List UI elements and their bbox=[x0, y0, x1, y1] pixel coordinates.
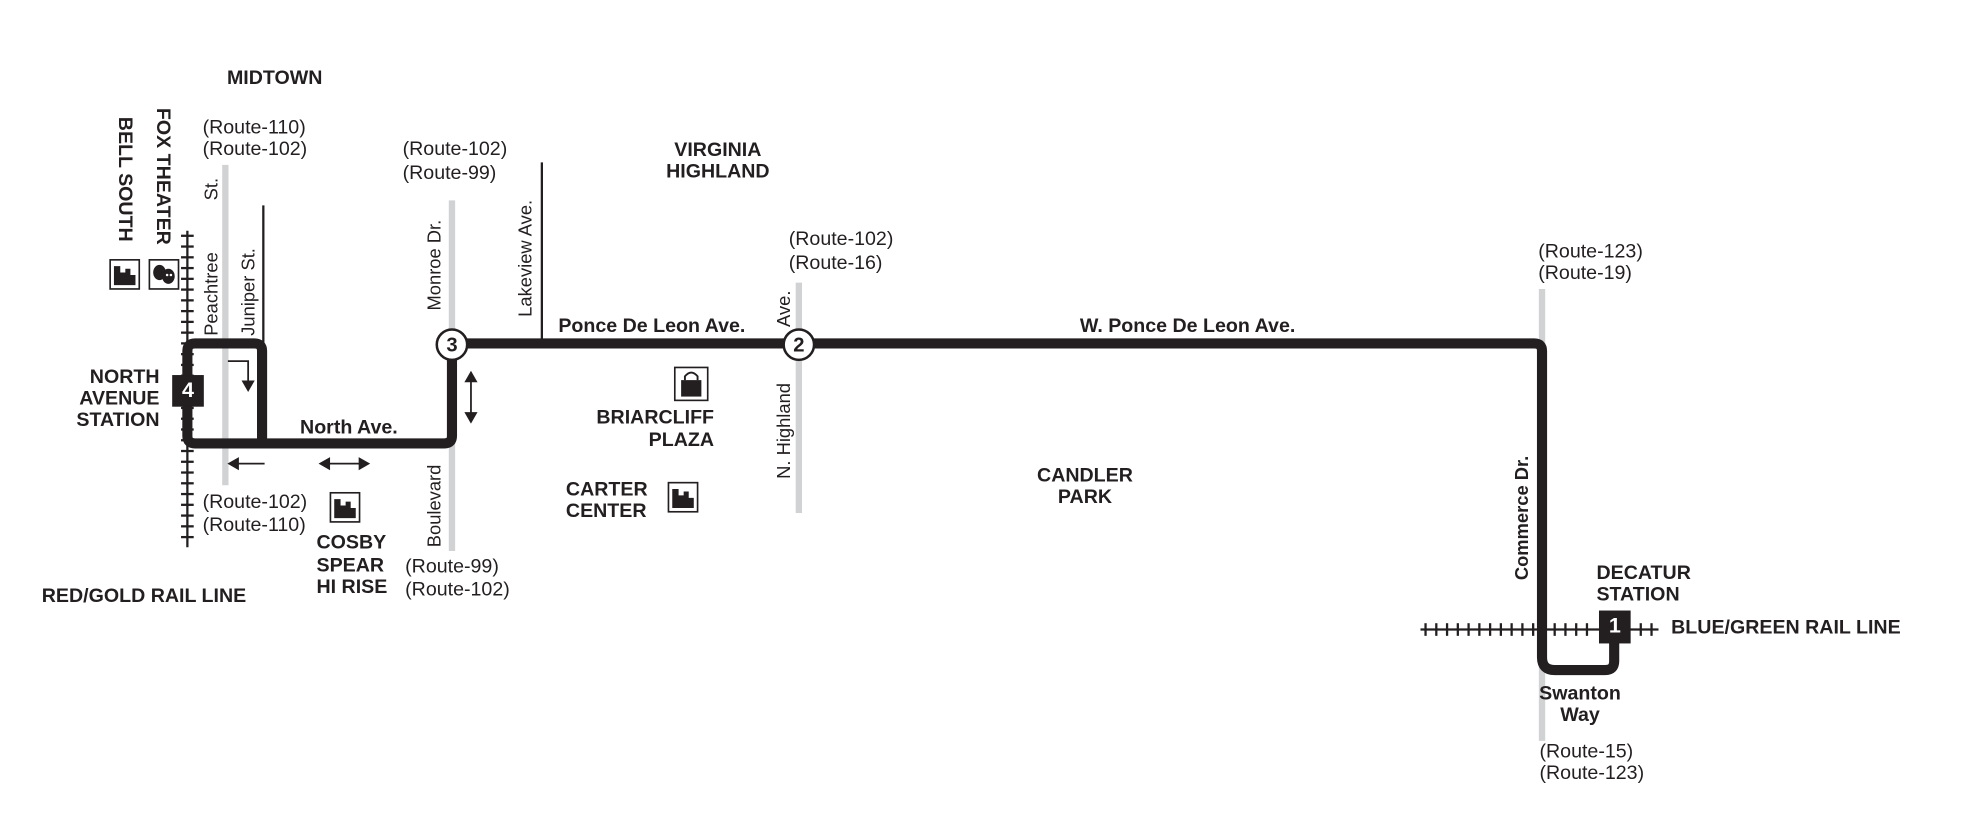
street-label-boulevard: Boulevard bbox=[423, 465, 444, 548]
street-label-monroe: Monroe Dr. bbox=[423, 220, 444, 311]
landmark-cosby-spear: COSBY bbox=[317, 532, 387, 554]
blue-green-rail-label: BLUE/GREEN RAIL LINE bbox=[1671, 616, 1901, 638]
street-label-highland: N. Highland bbox=[773, 383, 794, 479]
building-icon bbox=[329, 491, 361, 523]
neighborhood-candler-park: PARK bbox=[1058, 486, 1112, 508]
street-label-w-ponce: W. Ponce De Leon Ave. bbox=[1080, 315, 1295, 337]
connection-label: (Route-102) bbox=[203, 491, 308, 513]
connection-label: (Route-99) bbox=[403, 162, 497, 184]
shopping-bag-icon bbox=[673, 366, 709, 402]
svg-text:3: 3 bbox=[446, 334, 457, 356]
street-label-commerce: Commerce Dr. bbox=[1511, 456, 1532, 580]
timepoint-2[interactable]: 2 bbox=[782, 328, 816, 362]
landmark-fox-theater: FOX THEATER bbox=[152, 108, 174, 245]
north-avenue-station-label: AVENUE bbox=[79, 387, 159, 409]
connection-label: (Route-19) bbox=[1538, 262, 1632, 284]
timepoint-3[interactable]: 3 bbox=[435, 328, 469, 362]
street-label-ponce: Ponce De Leon Ave. bbox=[558, 315, 745, 337]
north-avenue-station-marker[interactable]: 4 bbox=[172, 375, 204, 407]
north-avenue-station-label: STATION bbox=[76, 409, 159, 431]
landmark-cosby-spear: SPEAR bbox=[317, 554, 385, 576]
decatur-station-label: DECATUR bbox=[1596, 562, 1690, 584]
connection-label: (Route-102) bbox=[203, 138, 308, 160]
landmark-bell-south: BELL SOUTH bbox=[114, 117, 136, 242]
street-label-highland-ave: Ave. bbox=[773, 291, 794, 327]
building-icon bbox=[667, 481, 699, 513]
connection-label: (Route-99) bbox=[405, 556, 499, 578]
connection-label: (Route-110) bbox=[203, 116, 306, 138]
street-label-swanton: Swanton bbox=[1539, 682, 1621, 704]
connection-label: (Route-102) bbox=[403, 138, 508, 160]
red-gold-rail-label: RED/GOLD RAIL LINE bbox=[42, 585, 246, 607]
connection-label: (Route-102) bbox=[405, 578, 510, 600]
neighborhood-candler-park: CANDLER bbox=[1037, 465, 1133, 487]
connection-label: (Route-110) bbox=[203, 514, 306, 536]
building-icon bbox=[109, 259, 141, 290]
landmark-carter-center: CENTER bbox=[566, 500, 647, 522]
theater-masks-icon bbox=[148, 259, 180, 290]
connection-label: (Route-102) bbox=[789, 228, 894, 250]
connection-label: (Route-16) bbox=[789, 252, 883, 274]
street-label-juniper: Juniper St. bbox=[237, 248, 258, 336]
neighborhood-virginia-highland: HIGHLAND bbox=[666, 161, 769, 183]
svg-text:2: 2 bbox=[793, 334, 804, 356]
landmark-carter-center: CARTER bbox=[566, 478, 648, 500]
north-avenue-station-label: NORTH bbox=[90, 366, 160, 388]
neighborhood-midtown: MIDTOWN bbox=[227, 67, 323, 89]
direction-arrows bbox=[227, 360, 478, 471]
street-label-swanton: Way bbox=[1560, 704, 1600, 726]
street-label-north-ave: North Ave. bbox=[300, 416, 398, 438]
street-label-lakeview: Lakeview Ave. bbox=[515, 200, 536, 317]
landmark-briarcliff-plaza: PLAZA bbox=[649, 429, 714, 451]
decatur-station-marker[interactable]: 1 bbox=[1598, 610, 1631, 644]
svg-text:1: 1 bbox=[1609, 614, 1621, 638]
decatur-station-label: STATION bbox=[1596, 584, 1679, 606]
neighborhood-virginia-highland: VIRGINIA bbox=[674, 139, 761, 161]
landmark-cosby-spear: HI RISE bbox=[317, 576, 388, 598]
connection-label: (Route-15) bbox=[1539, 741, 1633, 763]
bus-route-line bbox=[182, 338, 1620, 676]
street-label-peachtree-st: St. bbox=[201, 178, 222, 200]
connection-label: (Route-123) bbox=[1538, 240, 1643, 262]
connection-label: (Route-123) bbox=[1539, 762, 1644, 784]
svg-text:4: 4 bbox=[182, 378, 194, 402]
landmark-briarcliff-plaza: BRIARCLIFF bbox=[596, 406, 714, 428]
street-label-peachtree: Peachtree bbox=[201, 252, 222, 336]
